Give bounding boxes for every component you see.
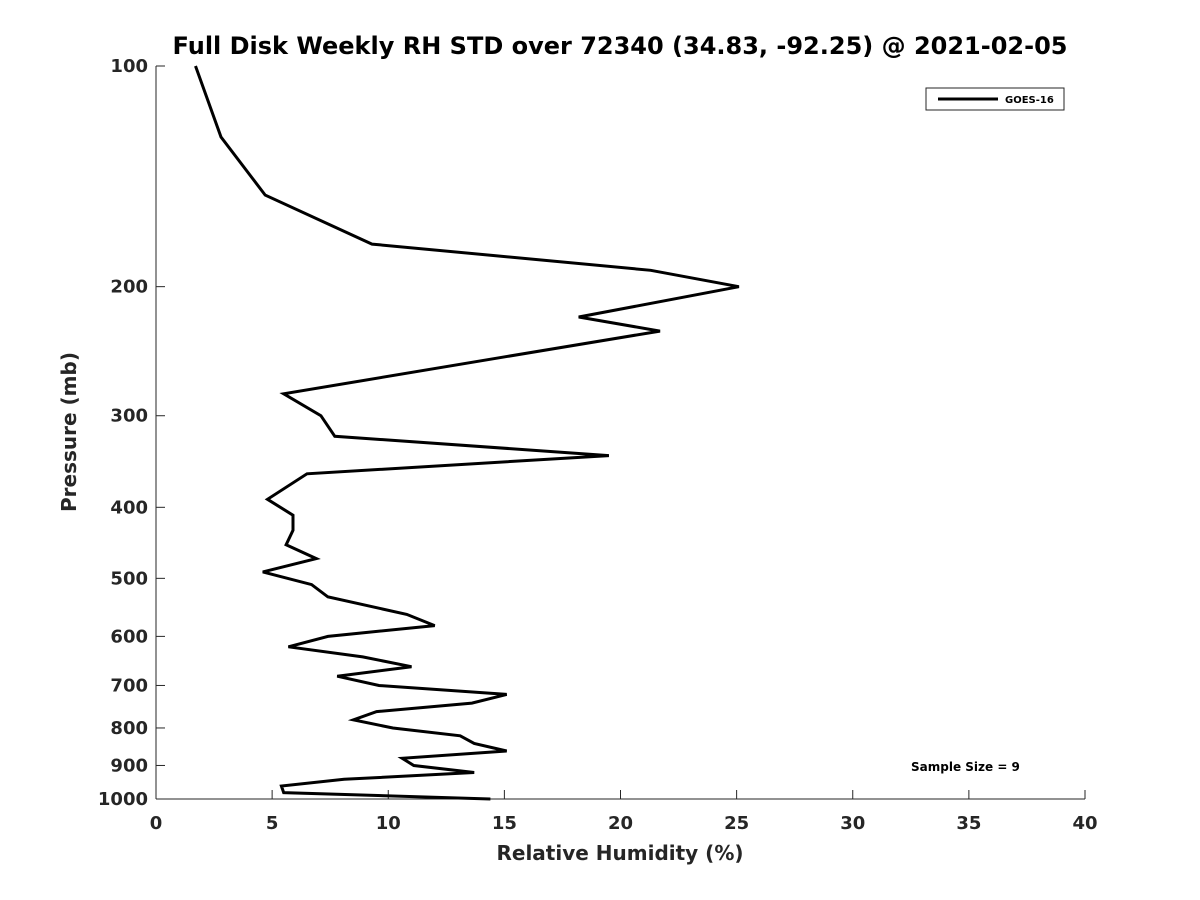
- y-tick-label: 500: [110, 568, 148, 589]
- y-axis-label: Pressure (mb): [57, 352, 81, 512]
- x-tick-label: 25: [724, 813, 749, 834]
- x-tick-label: 15: [492, 813, 517, 834]
- y-tick-label: 700: [110, 675, 148, 696]
- y-tick-label: 900: [110, 755, 148, 776]
- x-tick-label: 40: [1072, 813, 1097, 834]
- x-tick-label: 35: [956, 813, 981, 834]
- series-line-goes-16: [194, 65, 740, 801]
- legend: GOES-16: [925, 87, 1065, 111]
- x-tick-label: 10: [376, 813, 401, 834]
- sample-size-note: Sample Size = 9: [911, 760, 1020, 774]
- y-tick-label: 100: [110, 56, 148, 77]
- y-tick-label: 600: [110, 626, 148, 647]
- y-tick-label: 400: [110, 497, 148, 518]
- chart-title: Full Disk Weekly RH STD over 72340 (34.8…: [173, 32, 1068, 60]
- y-tick-label: 300: [110, 406, 148, 427]
- y-tick-label: 800: [110, 718, 148, 739]
- legend-label-goes-16: GOES-16: [1005, 95, 1054, 106]
- x-tick-label: 5: [266, 813, 279, 834]
- y-axis-ticks: 100 200 300 400 500 600 700 800 900 1000: [98, 56, 165, 810]
- x-tick-label: 20: [608, 813, 633, 834]
- x-tick-label: 0: [150, 813, 163, 834]
- x-axis-label: Relative Humidity (%): [496, 841, 743, 865]
- x-axis-ticks: 0 5 10 15 20 25 30 35 40: [150, 790, 1098, 834]
- y-tick-label: 200: [110, 277, 148, 298]
- plot-area: [156, 66, 1085, 799]
- y-tick-label: 1000: [98, 789, 148, 810]
- x-tick-label: 30: [840, 813, 865, 834]
